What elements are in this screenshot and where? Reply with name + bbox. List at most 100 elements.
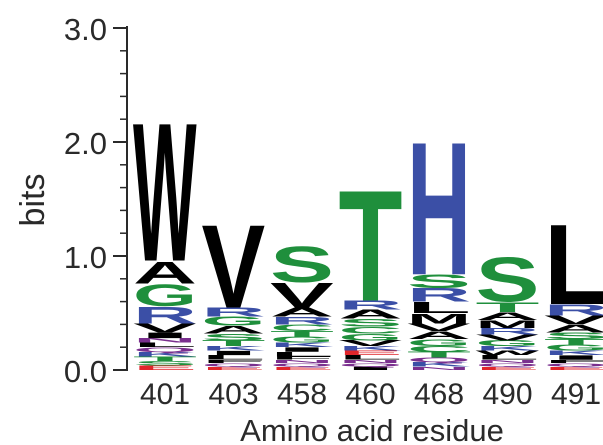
logo-letter-v: V (476, 333, 540, 342)
logo-letter-c: C (407, 345, 471, 354)
logo-letter-v: V (407, 321, 471, 333)
logo-letter-q: Q (133, 346, 197, 353)
logo-letter-s: S (476, 245, 540, 316)
logo-letter-a: A (544, 323, 603, 335)
x-tick-label: 468 (414, 378, 464, 411)
logo-letter-w: W (476, 350, 541, 357)
logo-letter-i: I (544, 354, 603, 361)
logo-letter-r: R (544, 301, 603, 319)
logo-letter-r: R (339, 298, 403, 312)
logo-letter-g: G (270, 336, 334, 345)
logo-letter-k: K (339, 345, 403, 352)
logo-letter-m: M (476, 318, 540, 331)
logo-letter-q: Q (339, 362, 403, 367)
logo-letter-l: L (202, 354, 266, 361)
logo-letter-i: I (270, 346, 334, 353)
logo-letter-q: Q (202, 362, 266, 367)
logo-letter-q: Q (544, 362, 603, 367)
y-axis-label: bits (14, 174, 52, 227)
logo-letter-s: S (202, 332, 266, 343)
logo-letter-n: N (407, 366, 471, 371)
logo-letter-e: E (270, 366, 334, 371)
logo-letter-k: K (407, 361, 471, 368)
logo-letter-l: L (407, 299, 471, 317)
logo-letter-f: F (544, 359, 603, 364)
logo-letter-f: F (202, 359, 266, 364)
logo-letter-n: N (339, 359, 403, 364)
logo-letter-t: T (339, 158, 403, 335)
logo-letter-h: H (407, 104, 471, 315)
logo-letter-f: F (270, 355, 334, 360)
logo-letter-a: A (202, 324, 266, 336)
y-tick-label: 2.0 (64, 126, 107, 161)
logo-letter-t: T (407, 350, 471, 359)
x-tick-label: 460 (345, 378, 395, 411)
logo-letter-i: I (339, 366, 403, 371)
logo-letter-a: A (407, 329, 471, 341)
axis-ticks: 0.0 1.0 2.0 3.0 401 403 458 460 468 490 491 (64, 12, 601, 411)
logo-letter-m: M (407, 310, 471, 326)
logo-letter-k: K (544, 350, 603, 357)
logo-letter-g: G (202, 314, 266, 328)
logo-letter-c: C (339, 325, 403, 336)
logo-letter-v: V (544, 313, 603, 327)
logo-letter-g: G (339, 332, 403, 343)
logo-letter-v: V (339, 339, 403, 348)
logo-letter-n: N (476, 359, 540, 364)
logo-letter-k: K (133, 351, 197, 358)
logo-letter-k: K (476, 345, 540, 352)
logo-letter-n: N (133, 337, 197, 344)
x-tick-label: 491 (551, 378, 601, 411)
logo-letter-t: T (476, 299, 540, 315)
logo-letter-v: V (202, 199, 266, 332)
y-tick-label: 1.0 (64, 240, 107, 275)
logo-letters: ESTKQLNIVRGAWEQFLIKTSAGRVEQNFLIKGTCRAVSI… (133, 83, 603, 372)
logo-letter-k: K (270, 342, 334, 349)
logo-letter-a: A (133, 255, 197, 290)
logo-letter-r: R (202, 305, 266, 319)
logo-letter-w: W (133, 83, 197, 304)
logo-letter-i: I (202, 349, 266, 356)
logo-letter-n: N (270, 359, 334, 364)
logo-letter-s: S (270, 237, 334, 293)
logo-letter-a: A (270, 305, 334, 319)
logo-letter-e: E (202, 366, 266, 371)
y-tick-label: 0.0 (64, 354, 107, 389)
logo-letter-g: G (476, 339, 540, 348)
y-tick-label: 3.0 (64, 12, 107, 47)
x-tick-label: 458 (277, 378, 327, 411)
logo-letter-v: V (270, 276, 334, 315)
logo-letter-s: S (407, 271, 471, 292)
logo-letter-r: R (133, 302, 197, 329)
x-axis-label: Amino acid residue (240, 413, 504, 445)
logo-letter-r: R (476, 326, 540, 337)
x-tick-label: 490 (482, 378, 532, 411)
logo-letter-i: I (133, 331, 197, 340)
axes: bits Amino acid residue (14, 174, 504, 445)
logo-letter-q: Q (407, 356, 471, 363)
logo-letter-l: L (339, 354, 403, 361)
x-tick-label: 401 (140, 378, 190, 411)
logo-letter-e: E (339, 349, 403, 356)
logo-letter-q: Q (476, 362, 540, 367)
logo-letter-e: E (133, 364, 197, 371)
logo-letter-l: L (544, 202, 603, 329)
logo-letter-c: C (270, 323, 334, 334)
logo-letter-l: L (133, 341, 197, 348)
logo-letter-a: A (339, 307, 403, 321)
logo-letter-t: T (202, 339, 266, 348)
logo-letter-g: G (544, 344, 603, 353)
logo-letter-v: V (133, 321, 197, 335)
logo-letter-e: E (544, 366, 603, 371)
logo-letter-t: T (270, 330, 334, 339)
logo-letter-r: R (270, 315, 334, 327)
logo-letter-q: Q (270, 362, 334, 367)
logo-letter-l: L (270, 351, 334, 358)
logo-letter-a: A (476, 310, 540, 322)
logo-letter-g: G (407, 338, 471, 349)
logo-letter-e: E (476, 366, 540, 371)
logo-letter-s: S (339, 317, 403, 329)
logo-letter-l: L (476, 354, 540, 361)
x-tick-label: 403 (208, 378, 258, 411)
